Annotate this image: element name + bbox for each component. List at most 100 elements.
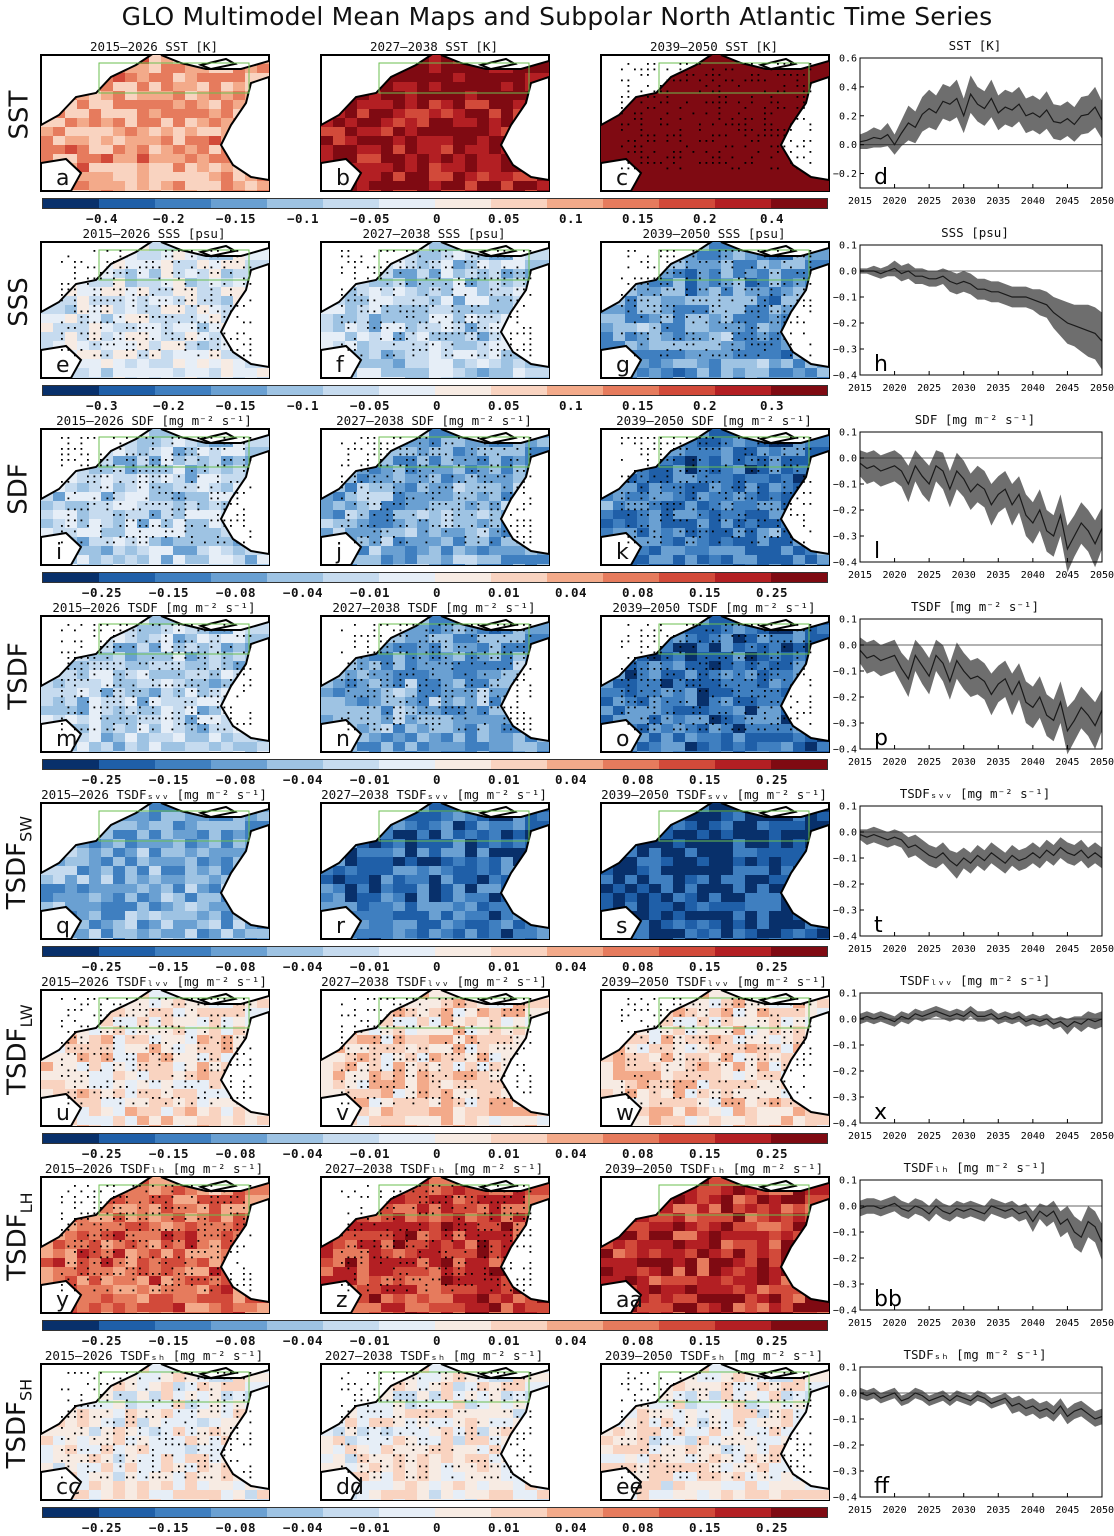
stipple-dot bbox=[223, 316, 226, 318]
stipple-dot bbox=[367, 327, 369, 329]
map-cell bbox=[721, 368, 734, 378]
map-cell bbox=[65, 661, 78, 671]
stipple-dot bbox=[119, 266, 122, 269]
y-tick-label: −0.1 bbox=[833, 293, 857, 304]
stipple-dot bbox=[757, 508, 760, 511]
map-cell bbox=[601, 323, 614, 333]
map-cell bbox=[477, 154, 490, 164]
stipple-dot bbox=[93, 503, 96, 505]
map-cell bbox=[757, 91, 770, 101]
stipple-dot bbox=[243, 277, 245, 280]
map-cell bbox=[369, 555, 382, 565]
map-cell bbox=[381, 519, 394, 529]
map-cell bbox=[661, 341, 674, 351]
map-cell bbox=[113, 314, 126, 324]
row-label: SDF bbox=[2, 414, 36, 564]
map-cell bbox=[257, 555, 269, 565]
map-cell bbox=[233, 91, 246, 101]
map-cell bbox=[781, 73, 794, 83]
map-cell bbox=[185, 127, 198, 137]
map-cell bbox=[637, 181, 650, 191]
map-cell bbox=[489, 314, 502, 324]
stipple-dot bbox=[341, 321, 343, 324]
stipple-dot bbox=[74, 492, 76, 494]
map-cell bbox=[441, 519, 454, 529]
map-cell bbox=[525, 73, 538, 83]
map-cell bbox=[173, 368, 186, 378]
map-cell bbox=[137, 465, 150, 475]
map-cell bbox=[417, 109, 430, 119]
map-cell bbox=[745, 172, 758, 182]
stipple-dot bbox=[621, 68, 623, 71]
stipple-dot bbox=[744, 354, 747, 357]
stipple-dot bbox=[471, 321, 473, 324]
map-cell bbox=[381, 163, 394, 173]
map-cell bbox=[745, 181, 758, 191]
map-cell bbox=[233, 172, 246, 182]
stipple-dot bbox=[243, 305, 245, 307]
colorbar-tick-label: −0.15 bbox=[148, 585, 190, 600]
map-cell bbox=[429, 251, 442, 261]
colorbar-swatch bbox=[155, 199, 211, 208]
map-cell bbox=[453, 368, 466, 378]
stipple-dot bbox=[666, 481, 669, 483]
map-cell bbox=[709, 100, 722, 110]
stipple-dot bbox=[809, 261, 812, 263]
map-cell bbox=[757, 73, 770, 83]
stipple-dot bbox=[197, 508, 200, 511]
stipple-dot bbox=[627, 79, 630, 82]
stipple-dot bbox=[738, 123, 740, 126]
stipple-dot bbox=[80, 508, 83, 511]
stipple-dot bbox=[647, 96, 649, 98]
map-cell bbox=[161, 447, 174, 457]
map-cell bbox=[477, 172, 490, 182]
stipple-dot bbox=[61, 288, 63, 291]
map-cell bbox=[345, 100, 358, 110]
stipple-dot bbox=[751, 101, 753, 104]
stipple-dot bbox=[712, 448, 714, 450]
stipple-dot bbox=[184, 283, 187, 285]
stipple-dot bbox=[178, 343, 180, 346]
map-cell bbox=[173, 154, 186, 164]
stipple-dot bbox=[796, 145, 799, 148]
stipple-dot bbox=[627, 167, 630, 170]
map-cell bbox=[357, 118, 370, 128]
stipple-dot bbox=[490, 541, 493, 544]
stipple-dot bbox=[796, 464, 799, 467]
map-cell bbox=[477, 127, 490, 137]
map-cell bbox=[673, 528, 686, 538]
map-cell bbox=[429, 350, 442, 360]
stipple-dot bbox=[777, 74, 779, 76]
stipple-dot bbox=[627, 63, 630, 65]
stipple-dot bbox=[341, 442, 343, 445]
map-cell bbox=[101, 501, 114, 511]
stipple-dot bbox=[74, 448, 76, 450]
stipple-dot bbox=[803, 96, 805, 98]
map-cell bbox=[405, 510, 418, 520]
stipple-dot bbox=[425, 310, 428, 313]
map-cell bbox=[113, 296, 126, 306]
stipple-dot bbox=[529, 272, 532, 274]
map-cell bbox=[209, 528, 222, 538]
map-cell bbox=[173, 278, 186, 288]
map-cell bbox=[405, 314, 418, 324]
stipple-dot bbox=[406, 266, 408, 269]
map-cell bbox=[745, 154, 758, 164]
map-cell bbox=[733, 492, 746, 502]
stipple-dot bbox=[61, 349, 63, 351]
stipple-dot bbox=[627, 541, 630, 544]
stipple-dot bbox=[464, 250, 467, 252]
stipple-dot bbox=[249, 299, 252, 302]
stipple-dot bbox=[477, 305, 480, 307]
stipple-dot bbox=[204, 327, 206, 329]
map-cell bbox=[673, 154, 686, 164]
map-cell bbox=[465, 501, 478, 511]
stipple-dot bbox=[145, 541, 148, 544]
stipple-dot bbox=[432, 453, 434, 456]
stipple-dot bbox=[152, 486, 154, 489]
stipple-dot bbox=[490, 349, 493, 351]
stipple-dot bbox=[406, 338, 408, 340]
stipple-dot bbox=[634, 140, 636, 142]
stipple-dot bbox=[686, 63, 688, 65]
